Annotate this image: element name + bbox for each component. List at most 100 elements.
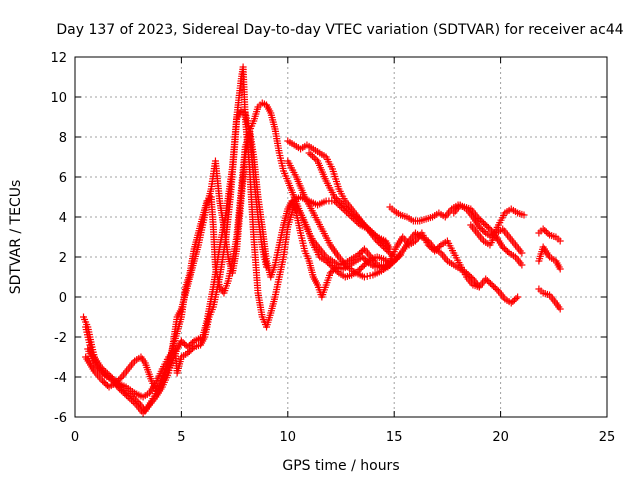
data-point	[359, 263, 367, 270]
data-point	[476, 216, 484, 224]
data-point	[386, 245, 394, 253]
data-point	[102, 380, 110, 388]
data-point	[483, 222, 491, 230]
data-point	[341, 207, 349, 215]
data-point	[115, 376, 123, 384]
data-point	[363, 258, 371, 265]
y-tick-label: 10	[50, 91, 67, 106]
x-tick-label: 25	[599, 430, 616, 445]
data-point	[131, 399, 139, 407]
data-point	[477, 225, 485, 232]
data-point	[484, 224, 492, 231]
data-point	[305, 149, 313, 157]
data-point	[480, 228, 488, 235]
data-point	[187, 340, 195, 348]
data-point	[478, 218, 486, 225]
data-point	[358, 253, 366, 261]
data-point	[514, 293, 522, 301]
x-tick-label: 20	[492, 430, 509, 445]
data-point	[435, 243, 443, 250]
data-point	[354, 219, 362, 227]
series-trace-11	[467, 221, 526, 257]
data-point	[128, 396, 136, 404]
data-point	[499, 243, 507, 251]
data-point	[424, 241, 432, 249]
data-point	[116, 375, 124, 382]
data-point	[334, 200, 342, 208]
series-trace-6	[284, 157, 398, 281]
chart-title: Day 137 of 2023, Sidereal Day-to-day VTE…	[56, 22, 623, 38]
y-tick-label: -6	[54, 411, 67, 426]
data-point	[510, 296, 518, 304]
data-point	[189, 345, 197, 352]
data-point	[500, 245, 508, 252]
data-point	[541, 227, 549, 234]
data-point	[184, 343, 192, 351]
data-point	[397, 251, 405, 259]
data-point	[184, 349, 192, 357]
data-point	[177, 337, 185, 345]
data-point	[390, 257, 398, 265]
data-point	[344, 210, 352, 218]
series-trace-8	[288, 193, 394, 253]
series-trace-12	[535, 225, 564, 245]
data-point	[475, 283, 483, 291]
data-point	[426, 243, 434, 250]
y-axis-label: SDTVAR / TECUs	[8, 180, 24, 295]
data-point	[353, 218, 361, 226]
data-point	[504, 248, 512, 255]
data-point	[331, 197, 339, 205]
data-point	[556, 237, 564, 245]
y-tick-label: 6	[59, 171, 67, 186]
data-point	[507, 299, 515, 307]
data-point	[348, 213, 356, 221]
data-point	[117, 387, 125, 395]
data-point	[189, 339, 197, 346]
x-tick-label: 0	[71, 430, 79, 445]
data-point	[124, 393, 132, 401]
data-point	[307, 151, 315, 159]
data-point	[365, 225, 373, 233]
data-point	[325, 260, 333, 268]
data-point	[486, 280, 494, 287]
data-point	[502, 246, 510, 254]
data-point	[361, 256, 369, 264]
data-point	[434, 244, 442, 252]
data-point	[485, 278, 493, 286]
plot-frame	[74, 56, 608, 418]
data-point	[185, 342, 193, 349]
data-point	[544, 230, 552, 237]
data-point	[490, 283, 498, 290]
data-point	[509, 298, 517, 305]
data-point	[100, 379, 108, 386]
data-point	[337, 203, 345, 211]
data-point	[349, 215, 357, 223]
data-point	[483, 277, 491, 284]
x-tick-label: 15	[386, 430, 403, 445]
data-point	[181, 340, 189, 348]
data-point	[368, 228, 376, 236]
x-tick-label: 10	[280, 430, 297, 445]
data-point	[326, 269, 334, 277]
data-point	[427, 244, 435, 252]
data-point	[351, 216, 359, 224]
data-point	[113, 378, 121, 385]
data-point	[310, 154, 318, 162]
x-axis-label: GPS time / hours	[282, 458, 399, 474]
x-tick-label: 5	[177, 430, 185, 445]
series-trace-5	[284, 137, 398, 261]
y-tick-label: 8	[59, 131, 67, 146]
data-point	[432, 246, 440, 253]
data-point	[116, 385, 124, 393]
data-point	[481, 221, 489, 228]
data-point	[185, 348, 193, 355]
series-trace-14	[535, 285, 564, 313]
data-point	[366, 227, 374, 235]
data-point	[346, 211, 354, 219]
data-point	[99, 377, 107, 385]
y-tick-label: -2	[54, 331, 67, 346]
data-point	[187, 346, 195, 354]
data-point	[179, 339, 187, 346]
